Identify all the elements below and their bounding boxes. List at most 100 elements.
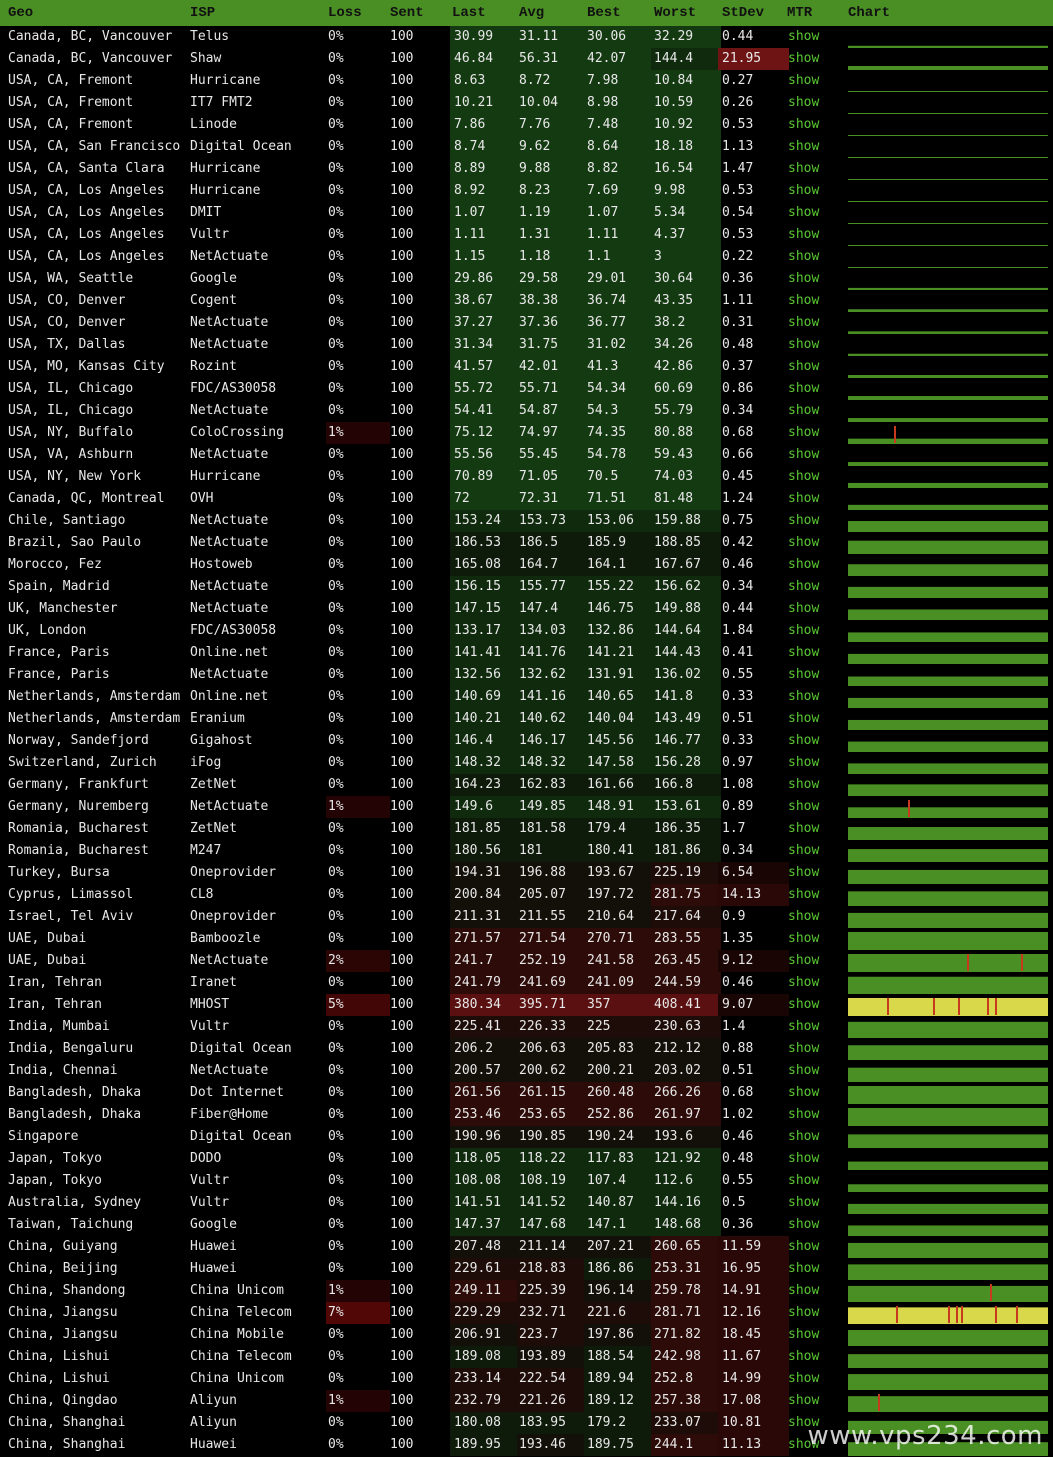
mtr-show-link[interactable]: show [788, 271, 820, 286]
mtr-show-link[interactable]: show [788, 1129, 820, 1144]
mtr-show-link[interactable]: show [788, 535, 820, 550]
mtr-show-link[interactable]: show [788, 623, 820, 638]
table-row: USA, WA, Seattle Google 0% 100 29.86 29.58 29.… [0, 268, 1053, 290]
mtr-show-link[interactable]: show [788, 711, 820, 726]
mtr-show-link[interactable]: show [788, 1371, 820, 1386]
cell-last: 190.96 [450, 1126, 521, 1148]
cell-loss: 0% [328, 1239, 344, 1254]
cell-avg: 164.7 [517, 554, 586, 576]
mtr-show-link[interactable]: show [788, 1107, 820, 1122]
mtr-show-link[interactable]: show [788, 117, 820, 132]
mtr-show-link[interactable]: show [788, 1261, 820, 1276]
table-row: India, Chennai NetActuate 0% 100 200.57 200.6… [0, 1060, 1053, 1082]
mtr-show-link[interactable]: show [788, 183, 820, 198]
mtr-show-link[interactable]: show [788, 799, 820, 814]
mtr-show-link[interactable]: show [788, 579, 820, 594]
cell-avg: 162.83 [517, 774, 586, 796]
cell-stdev: 0.51 [722, 711, 754, 726]
mtr-show-link[interactable]: show [788, 51, 820, 66]
mtr-show-link[interactable]: show [788, 601, 820, 616]
mtr-show-link[interactable]: show [788, 139, 820, 154]
cell-geo: Netherlands, Amsterdam [8, 689, 181, 704]
mtr-show-link[interactable]: show [788, 1305, 820, 1320]
cell-worst: 74.03 [651, 466, 721, 488]
mtr-show-link[interactable]: show [788, 161, 820, 176]
cell-isp: Oneprovider [190, 909, 277, 924]
mtr-show-link[interactable]: show [788, 1041, 820, 1056]
mtr-show-link[interactable]: show [788, 293, 820, 308]
latency-chart [848, 72, 1048, 92]
table-row: USA, CA, Santa Clara Hurricane 0% 100 8.89 9.… [0, 158, 1053, 180]
table-row: Singapore Digital Ocean 0% 100 190.96 190.85 1… [0, 1126, 1053, 1148]
mtr-show-link[interactable]: show [788, 1349, 820, 1364]
mtr-show-link[interactable]: show [788, 1327, 820, 1342]
mtr-show-link[interactable]: show [788, 821, 820, 836]
cell-worst: 225.19 [651, 862, 721, 884]
mtr-show-link[interactable]: show [788, 1151, 820, 1166]
latency-chart [848, 226, 1048, 246]
mtr-show-link[interactable]: show [788, 73, 820, 88]
mtr-show-link[interactable]: show [788, 1283, 820, 1298]
mtr-show-link[interactable]: show [788, 1019, 820, 1034]
mtr-show-link[interactable]: show [788, 513, 820, 528]
mtr-show-link[interactable]: show [788, 931, 820, 946]
mtr-show-link[interactable]: show [788, 447, 820, 462]
mtr-show-link[interactable]: show [788, 909, 820, 924]
mtr-show-link[interactable]: show [788, 755, 820, 770]
cell-avg: 211.55 [517, 906, 586, 928]
loss-marker [958, 998, 960, 1015]
mtr-show-link[interactable]: show [788, 1393, 820, 1408]
mtr-show-link[interactable]: show [788, 227, 820, 242]
mtr-show-link[interactable]: show [788, 689, 820, 704]
cell-loss: 7% [326, 1302, 390, 1324]
header-stdev[interactable]: StDev [722, 5, 765, 21]
mtr-show-link[interactable]: show [788, 733, 820, 748]
mtr-show-link[interactable]: show [788, 381, 820, 396]
mtr-show-link[interactable]: show [788, 29, 820, 44]
mtr-show-link[interactable]: show [788, 1063, 820, 1078]
mtr-show-link[interactable]: show [788, 403, 820, 418]
mtr-show-link[interactable]: show [788, 1195, 820, 1210]
mtr-show-link[interactable]: show [788, 557, 820, 572]
mtr-show-link[interactable]: show [788, 865, 820, 880]
mtr-show-link[interactable]: show [788, 359, 820, 374]
mtr-show-link[interactable]: show [788, 975, 820, 990]
mtr-show-link[interactable]: show [788, 1437, 820, 1452]
cell-isp: NetActuate [190, 447, 269, 462]
mtr-show-link[interactable]: show [788, 1173, 820, 1188]
mtr-show-link[interactable]: show [788, 777, 820, 792]
mtr-show-link[interactable]: show [788, 315, 820, 330]
mtr-show-link[interactable]: show [788, 997, 820, 1012]
mtr-show-link[interactable]: show [788, 1217, 820, 1232]
header-best[interactable]: Best [587, 5, 621, 21]
mtr-show-link[interactable]: show [788, 667, 820, 682]
header-avg[interactable]: Avg [519, 5, 545, 21]
cell-avg: 190.85 [517, 1126, 586, 1148]
header-last[interactable]: Last [452, 5, 486, 21]
header-sent[interactable]: Sent [390, 5, 424, 21]
latency-sparkline [848, 653, 1048, 664]
cell-worst: 3 [651, 246, 721, 268]
mtr-show-link[interactable]: show [788, 1085, 820, 1100]
cell-loss: 0% [328, 1041, 344, 1056]
latency-chart [848, 336, 1048, 356]
header-worst[interactable]: Worst [654, 5, 697, 21]
mtr-show-link[interactable]: show [788, 205, 820, 220]
cell-last: 241.7 [450, 950, 521, 972]
header-geo[interactable]: Geo [8, 5, 34, 21]
mtr-show-link[interactable]: show [788, 843, 820, 858]
mtr-show-link[interactable]: show [788, 1415, 820, 1430]
mtr-show-link[interactable]: show [788, 425, 820, 440]
mtr-show-link[interactable]: show [788, 469, 820, 484]
mtr-show-link[interactable]: show [788, 491, 820, 506]
header-loss[interactable]: Loss [328, 5, 362, 21]
mtr-show-link[interactable]: show [788, 95, 820, 110]
cell-geo: USA, CA, Fremont [8, 117, 134, 132]
mtr-show-link[interactable]: show [788, 645, 820, 660]
mtr-show-link[interactable]: show [788, 887, 820, 902]
mtr-show-link[interactable]: show [788, 953, 820, 968]
mtr-show-link[interactable]: show [788, 249, 820, 264]
mtr-show-link[interactable]: show [788, 1239, 820, 1254]
mtr-show-link[interactable]: show [788, 337, 820, 352]
header-isp[interactable]: ISP [190, 5, 216, 21]
